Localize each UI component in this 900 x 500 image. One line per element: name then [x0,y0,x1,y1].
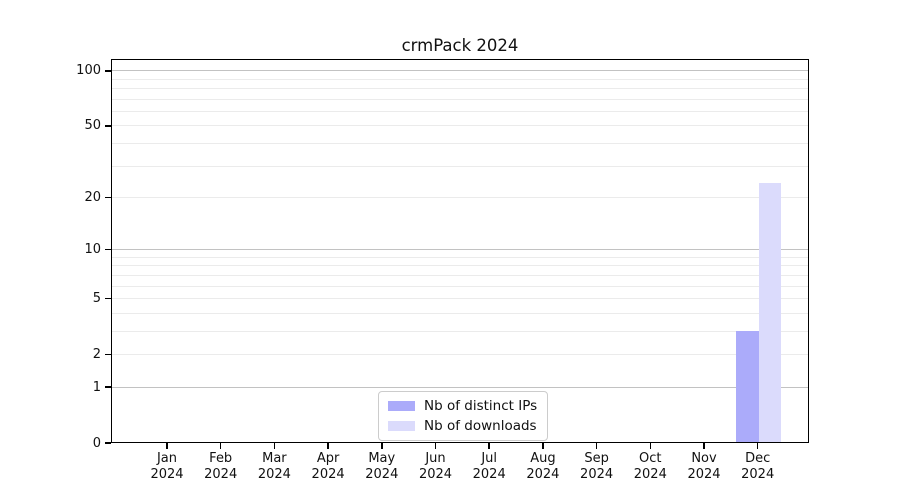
x-tick-aug [542,443,544,449]
legend-label-downloads: Nb of downloads [424,418,537,434]
legend: Nb of distinct IPs Nb of downloads [378,391,549,441]
gridline-y-2 [112,353,808,355]
gridline-y-90 [112,78,808,80]
x-tick-jun [434,443,437,449]
x-tick-may [381,443,383,449]
gridline-y-40 [112,143,808,145]
y-tick-label-10: 10 [84,242,101,258]
legend-label-distinct-ips: Nb of distinct IPs [424,398,538,414]
y-tick-label-2: 2 [92,346,101,362]
bar-dec-downloads [758,182,782,443]
x-tick-label-apr: Apr 2024 [311,451,345,482]
y-tick-label-50: 50 [84,118,101,134]
gridline-y-50 [112,125,808,127]
y-tick-0 [105,442,111,444]
x-tick-dec [756,443,759,449]
y-tick-100 [105,70,111,72]
y-tick-label-0: 0 [92,435,101,451]
x-tick-label-feb: Feb 2024 [204,451,238,482]
plot-area [111,59,809,443]
y-tick-50 [105,125,111,127]
x-tick-nov [703,443,705,449]
legend-swatch-downloads-icon [388,421,415,431]
y-tick-label-5: 5 [92,291,101,307]
gridline-y-30 [112,165,808,167]
y-tick-1 [105,386,111,388]
x-tick-label-nov: Nov 2024 [687,451,721,482]
x-tick-label-jul: Jul 2024 [472,451,506,482]
x-tick-jul [488,443,490,449]
gridline-y-80 [112,88,808,90]
x-tick-label-oct: Oct 2024 [633,451,667,482]
bar-dec-distinct-ips [736,330,759,443]
x-tick-feb [219,443,222,449]
gridline-y-70 [112,98,808,100]
chart-title: crmPack 2024 [401,36,519,55]
gridline-y-1 [112,386,808,388]
x-tick-label-dec: Dec 2024 [741,451,775,482]
legend-swatch-distinct-ips-icon [388,401,415,411]
x-tick-label-sep: Sep 2024 [580,451,614,482]
gridline-y-3 [112,330,808,332]
gridline-y-7 [112,274,808,276]
x-tick-apr [327,443,329,449]
x-tick-label-may: May 2024 [365,451,399,482]
x-tick-oct [649,443,652,449]
gridline-y-9 [112,256,808,258]
x-tick-sep [595,443,598,449]
x-tick-label-jan: Jan 2024 [150,451,184,482]
legend-item-downloads: Nb of downloads [388,418,537,434]
x-tick-label-mar: Mar 2024 [257,451,291,482]
y-tick-label-100: 100 [76,63,101,79]
legend-item-distinct-ips: Nb of distinct IPs [388,398,537,414]
gridline-y-6 [112,285,808,287]
x-tick-mar [273,443,276,449]
gridline-y-4 [112,312,808,314]
x-tick-label-aug: Aug 2024 [526,451,560,482]
y-tick-label-1: 1 [92,379,101,395]
gridline-y-60 [112,111,808,113]
y-tick-2 [105,353,111,356]
y-tick-label-20: 20 [84,190,101,205]
gridline-y-8 [112,265,808,267]
gridline-y-5 [112,298,808,300]
x-tick-label-jun: Jun 2024 [418,451,453,482]
gridline-y-10 [112,249,808,251]
y-tick-20 [105,196,111,199]
y-tick-5 [105,297,111,300]
x-tick-jan [166,443,168,449]
gridline-y-20 [112,197,808,198]
gridline-y-100 [112,70,808,72]
y-tick-10 [105,248,111,251]
